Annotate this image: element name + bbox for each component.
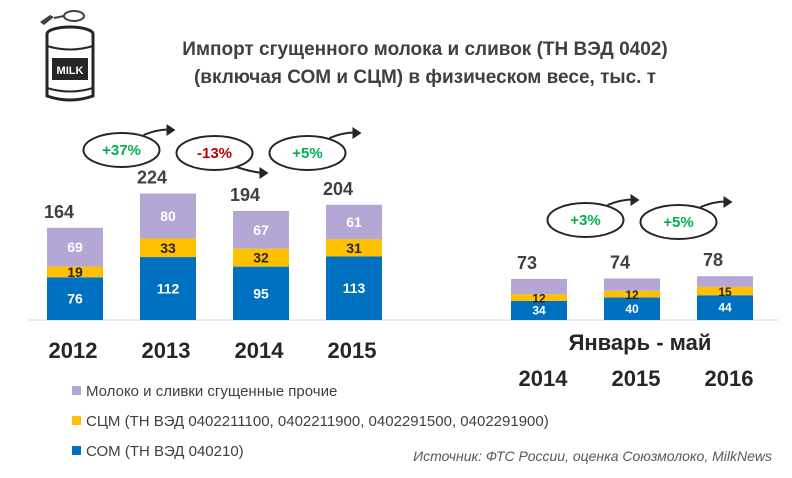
segment-value-label: 76 <box>67 291 83 307</box>
bar-segment <box>697 295 753 320</box>
bar-segment <box>697 286 753 296</box>
legend-swatch-other <box>72 386 81 395</box>
bar-segment <box>511 278 567 295</box>
total-value-label: 194 <box>230 185 260 205</box>
legend-label-other: Молоко и сливки сгущенные прочие <box>86 383 337 400</box>
category-label: 2015 <box>612 366 661 391</box>
bar-segment <box>47 266 103 278</box>
total-value-label: 78 <box>703 250 723 270</box>
total-value-label: 73 <box>517 253 537 273</box>
growth-label: +5% <box>663 214 693 231</box>
category-label: 2014 <box>235 338 285 363</box>
growth-arrowhead <box>259 167 269 179</box>
growth-arrowhead <box>166 124 176 136</box>
category-label: 2013 <box>142 338 191 363</box>
segment-value-label: 34 <box>532 303 546 317</box>
bar-segment <box>233 266 289 320</box>
bars-layer <box>47 193 753 320</box>
bar-segment <box>326 256 382 320</box>
total-value-label: 224 <box>137 168 167 188</box>
group-label-jan-may: Январь - май <box>569 330 712 355</box>
source-note: Источник: ФТС России, оценка Союзмолоко,… <box>413 448 772 464</box>
category-label: 2015 <box>328 338 377 363</box>
bar-segment <box>140 257 196 320</box>
growth-ellipse <box>268 135 347 171</box>
growth-arrowhead <box>723 196 733 208</box>
bar-segment <box>140 238 196 258</box>
segment-value-label: 32 <box>253 250 269 266</box>
growth-label: -13% <box>197 145 232 162</box>
total-value-label: 164 <box>44 202 74 222</box>
category-label: 2012 <box>49 338 98 363</box>
bar-segment <box>47 277 103 320</box>
legend-swatch-som <box>72 446 81 455</box>
legend-label-scm: СЦМ (ТН ВЭД 0402211100, 0402211900, 0402… <box>86 413 549 430</box>
chart-subtitle: (включая СОМ и СЦМ) в физическом весе, т… <box>194 67 656 88</box>
total-value-label: 74 <box>610 252 630 272</box>
segment-value-label: 15 <box>718 285 732 299</box>
growth-ellipse <box>546 202 625 238</box>
segment-value-label: 69 <box>67 239 83 255</box>
category-label: 2016 <box>705 366 754 391</box>
growth-ellipse <box>82 132 161 168</box>
bar-segment <box>604 278 660 291</box>
bar-segment <box>326 239 382 257</box>
segment-value-label: 12 <box>532 292 546 306</box>
growth-label: +37% <box>102 142 141 159</box>
segment-value-label: 33 <box>160 240 176 256</box>
segment-value-label: 80 <box>160 208 176 224</box>
growth-label: +3% <box>570 212 600 229</box>
labels-layer: 76 19 69 164 2012 112 33 80 224 2013 95 32 67 194 2014… <box>44 168 754 391</box>
growth-label: +5% <box>292 145 322 162</box>
legend-swatch-scm <box>72 416 81 425</box>
growth-layer: +37% -13% +5% +3% +5% <box>82 124 733 240</box>
bar-segment <box>604 290 660 298</box>
growth-arrowhead <box>630 194 640 206</box>
bar-segment <box>511 300 567 320</box>
bar-segment <box>604 297 660 320</box>
segment-value-label: 113 <box>343 280 366 296</box>
bar-segment <box>47 227 103 267</box>
growth-ellipse <box>175 135 254 171</box>
segment-value-label: 112 <box>157 281 180 297</box>
segment-value-label: 44 <box>718 301 732 315</box>
bar-segment <box>140 193 196 239</box>
bar-segment <box>511 294 567 301</box>
growth-arrowhead <box>352 127 362 139</box>
milk-can-icon: MILK <box>40 10 95 102</box>
category-label: 2014 <box>519 366 569 391</box>
segment-value-label: 67 <box>253 222 269 238</box>
segment-value-label: 31 <box>346 240 362 256</box>
bar-segment <box>326 204 382 240</box>
segment-value-label: 19 <box>67 264 83 280</box>
bar-segment <box>233 248 289 267</box>
segment-value-label: 12 <box>625 288 639 302</box>
legend: Молоко и сливки сгущенные прочие СЦМ (ТН… <box>72 383 549 460</box>
svg-text:MILK: MILK <box>57 65 84 77</box>
segment-value-label: 40 <box>625 302 639 316</box>
chart-title: Импорт сгущенного молока и сливок (ТН ВЭ… <box>182 39 667 60</box>
bar-segment <box>233 210 289 249</box>
legend-label-som: СОМ (ТН ВЭД 040210) <box>86 443 244 460</box>
segment-value-label: 95 <box>253 285 269 301</box>
growth-ellipse <box>639 204 718 240</box>
total-value-label: 204 <box>323 179 353 199</box>
bar-segment <box>697 276 753 287</box>
segment-value-label: 61 <box>346 214 362 230</box>
